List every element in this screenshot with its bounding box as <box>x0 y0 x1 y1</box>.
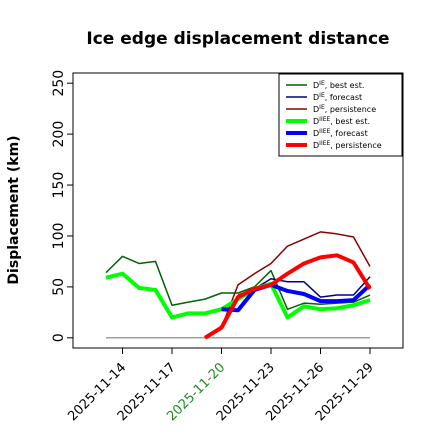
legend-box <box>278 73 403 157</box>
y-tick-label: 0 <box>51 333 67 342</box>
series-line <box>204 231 371 339</box>
chart-title: Ice edge displacement distance <box>86 29 389 49</box>
legend-label: DIIEE, best est. <box>313 116 370 126</box>
legend-label: DIE, forecast <box>313 92 362 102</box>
plot-frame <box>72 72 404 349</box>
y-tick-label: 150 <box>51 172 67 199</box>
y-tick-label: 50 <box>51 278 67 296</box>
legend-label: DIE, best est. <box>313 80 364 90</box>
y-axis-label: Displacement (km) <box>6 135 22 284</box>
y-tick-label: 250 <box>51 70 67 97</box>
legend-label: DIIEE, forecast <box>313 128 368 138</box>
series-line <box>221 282 372 313</box>
series-line <box>105 255 371 311</box>
y-tick-label: 200 <box>51 121 67 148</box>
series-line <box>203 253 372 340</box>
y-tick-label: 100 <box>51 223 67 250</box>
legend-label: DIIEE, persistence <box>313 140 382 150</box>
legend-label: DIE, persistence <box>313 104 376 114</box>
